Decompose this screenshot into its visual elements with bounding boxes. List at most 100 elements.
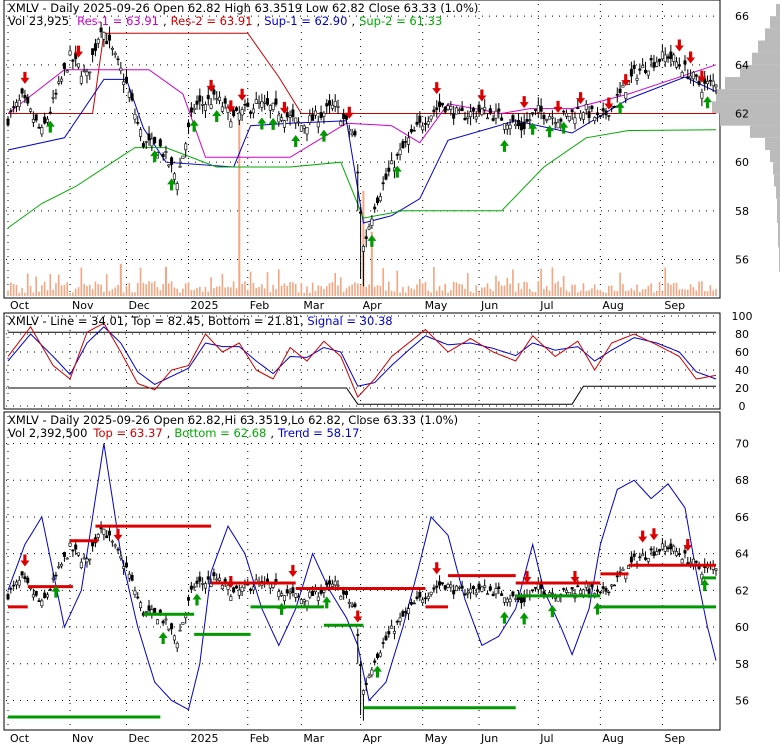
volume-bar: [610, 285, 613, 296]
candle-body: [195, 580, 199, 584]
candle-body: [344, 591, 348, 596]
candle-body: [370, 669, 374, 676]
candle-body: [548, 116, 552, 120]
volume-bar: [703, 291, 706, 296]
buy-arrow: [499, 139, 509, 152]
candle-body: [511, 115, 515, 122]
candle-body: [240, 587, 244, 592]
volume-bar: [619, 272, 621, 296]
candle-body: [477, 104, 481, 113]
candle-body: [147, 133, 151, 141]
volume-bar: [689, 284, 692, 296]
volume-bar: [562, 275, 565, 296]
candle-body: [122, 81, 126, 85]
candle-body: [522, 121, 526, 130]
volume-bar: [712, 290, 714, 296]
candle-body: [116, 548, 120, 551]
candle-body: [429, 591, 433, 595]
candle-body: [466, 592, 470, 595]
candle-body: [119, 555, 123, 559]
volume-bar: [481, 287, 483, 296]
candle-body: [559, 118, 563, 122]
volume-bar: [655, 290, 658, 296]
candle-body: [423, 123, 427, 125]
candle-body: [672, 545, 676, 552]
candle-body: [311, 114, 315, 121]
candle-body: [694, 560, 698, 563]
volume-bar: [190, 290, 193, 296]
y-tick-label: 64: [735, 548, 749, 561]
volume-bar: [162, 284, 164, 296]
volume-bar: [492, 290, 494, 296]
volume-bar: [368, 284, 370, 296]
candle-body: [395, 620, 399, 623]
x-tick-label: Jul: [539, 299, 553, 312]
x-tick-label: Dec: [128, 732, 149, 745]
candle-body: [139, 602, 143, 609]
candle-body: [234, 585, 238, 589]
candle-body: [325, 103, 329, 107]
volume-bar: [215, 286, 218, 296]
trend-grid: [6, 416, 718, 728]
volume-bar: [517, 283, 520, 296]
volume-bar: [557, 281, 559, 296]
volume-bar: [624, 290, 627, 296]
volume-bar: [514, 291, 517, 296]
y-tick-label: 60: [735, 621, 749, 634]
volume-bar: [441, 290, 444, 296]
candle-body: [449, 106, 453, 110]
volume-bar: [224, 287, 226, 296]
volume-bar: [117, 285, 119, 296]
profile-bar: [774, 174, 780, 187]
volume-bar: [227, 287, 229, 296]
candle-body: [40, 127, 44, 135]
candle-body: [31, 594, 35, 598]
candle-body: [178, 629, 182, 632]
volume-bar: [608, 285, 610, 296]
candle-body: [9, 588, 13, 590]
volume-bar: [407, 285, 410, 296]
sell-arrow: [279, 101, 289, 114]
volume-bar: [455, 282, 458, 296]
volume-bar: [506, 278, 509, 296]
candle-body: [74, 544, 78, 550]
candle-body: [48, 111, 52, 114]
volume-bar: [151, 282, 153, 296]
candle-body: [77, 63, 81, 68]
candle-body: [108, 34, 112, 41]
candle-body: [607, 115, 611, 117]
volume-bar: [15, 284, 18, 296]
candle-body: [17, 579, 21, 586]
volume-bar: [128, 282, 131, 296]
candle-body: [675, 551, 679, 556]
volume-bar: [320, 286, 322, 296]
candle-body: [215, 98, 219, 100]
x-tick-label: Sep: [664, 732, 685, 745]
volume-bar: [433, 267, 435, 296]
candle-body: [454, 107, 458, 115]
candle-body: [65, 70, 69, 73]
candle-body: [144, 611, 148, 613]
volume-bar: [309, 292, 311, 296]
candle-body: [136, 596, 140, 599]
volume-bar: [419, 278, 421, 296]
volume-bar: [328, 283, 331, 296]
candle-body: [282, 120, 286, 128]
candle-body: [175, 183, 179, 191]
candle-body: [474, 592, 478, 595]
y-tick-label: 60: [735, 346, 749, 359]
volume-bar: [466, 273, 469, 296]
x-tick-label: Mar: [303, 732, 324, 745]
price-legend: XMLV - Daily 2025-09-26 Open 62.82 High …: [8, 1, 478, 28]
volume-bar: [275, 289, 277, 296]
candle-body: [409, 602, 413, 605]
candle-body: [649, 548, 653, 551]
candle-body: [409, 129, 413, 133]
volume-bar: [317, 285, 320, 296]
buy-arrow: [392, 165, 402, 178]
candle-body: [285, 589, 289, 594]
candle-body: [689, 75, 693, 79]
sell-arrow: [604, 97, 614, 110]
candle-body: [359, 664, 363, 666]
candle-body: [229, 121, 233, 128]
